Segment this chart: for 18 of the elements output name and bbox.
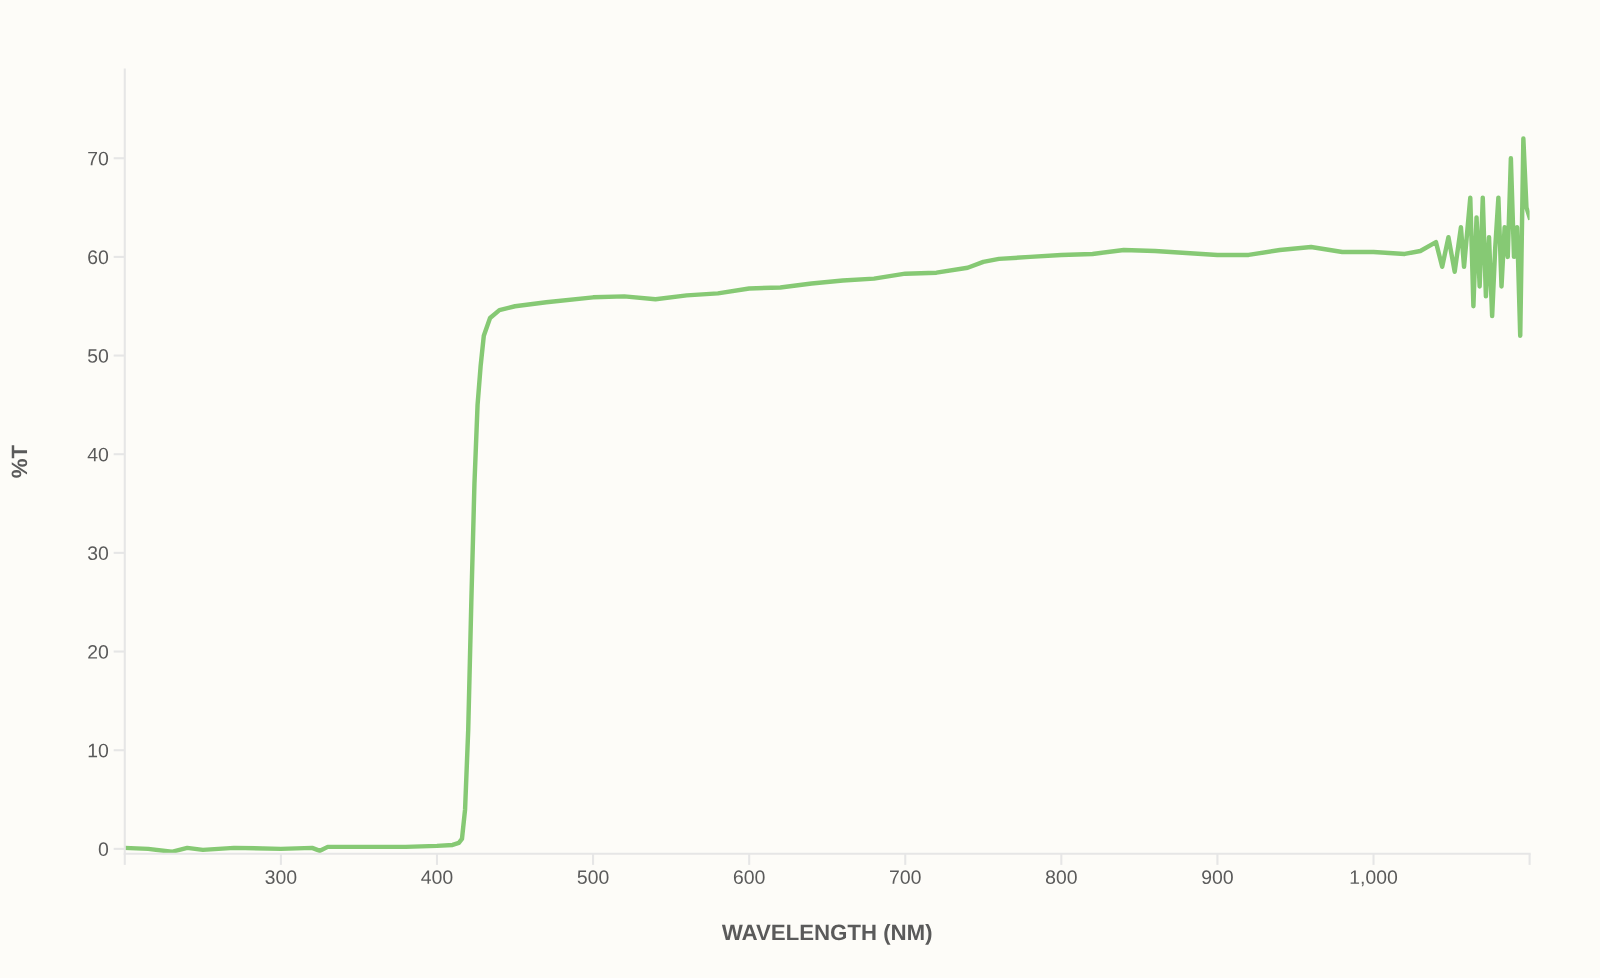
x-tick-label: 400 bbox=[421, 870, 453, 885]
y-tick-label: 70 bbox=[88, 151, 109, 166]
x-tick-label: 600 bbox=[733, 870, 765, 885]
y-tick-label: 20 bbox=[88, 645, 109, 659]
y-tick-label: 30 bbox=[87, 546, 109, 561]
y-tick-label: 60 bbox=[88, 250, 109, 265]
x-tick-label: 500 bbox=[577, 870, 609, 885]
y-tick-label: 40 bbox=[87, 447, 109, 462]
y-tick-label: 0 bbox=[98, 842, 109, 857]
y-tick-label: 50 bbox=[87, 349, 109, 363]
x-axis-title: WAVELENGTH (NM) bbox=[721, 924, 932, 945]
y-axis-title: %T bbox=[11, 445, 28, 478]
y-tick-label: 10 bbox=[88, 743, 109, 758]
x-tick-label: 300 bbox=[265, 870, 297, 885]
x-tick-label: 1,000 bbox=[1350, 870, 1398, 887]
x-tick-label: 900 bbox=[1202, 870, 1233, 885]
x-tick-label: 700 bbox=[890, 870, 921, 885]
x-tick-label: 800 bbox=[1045, 870, 1077, 885]
